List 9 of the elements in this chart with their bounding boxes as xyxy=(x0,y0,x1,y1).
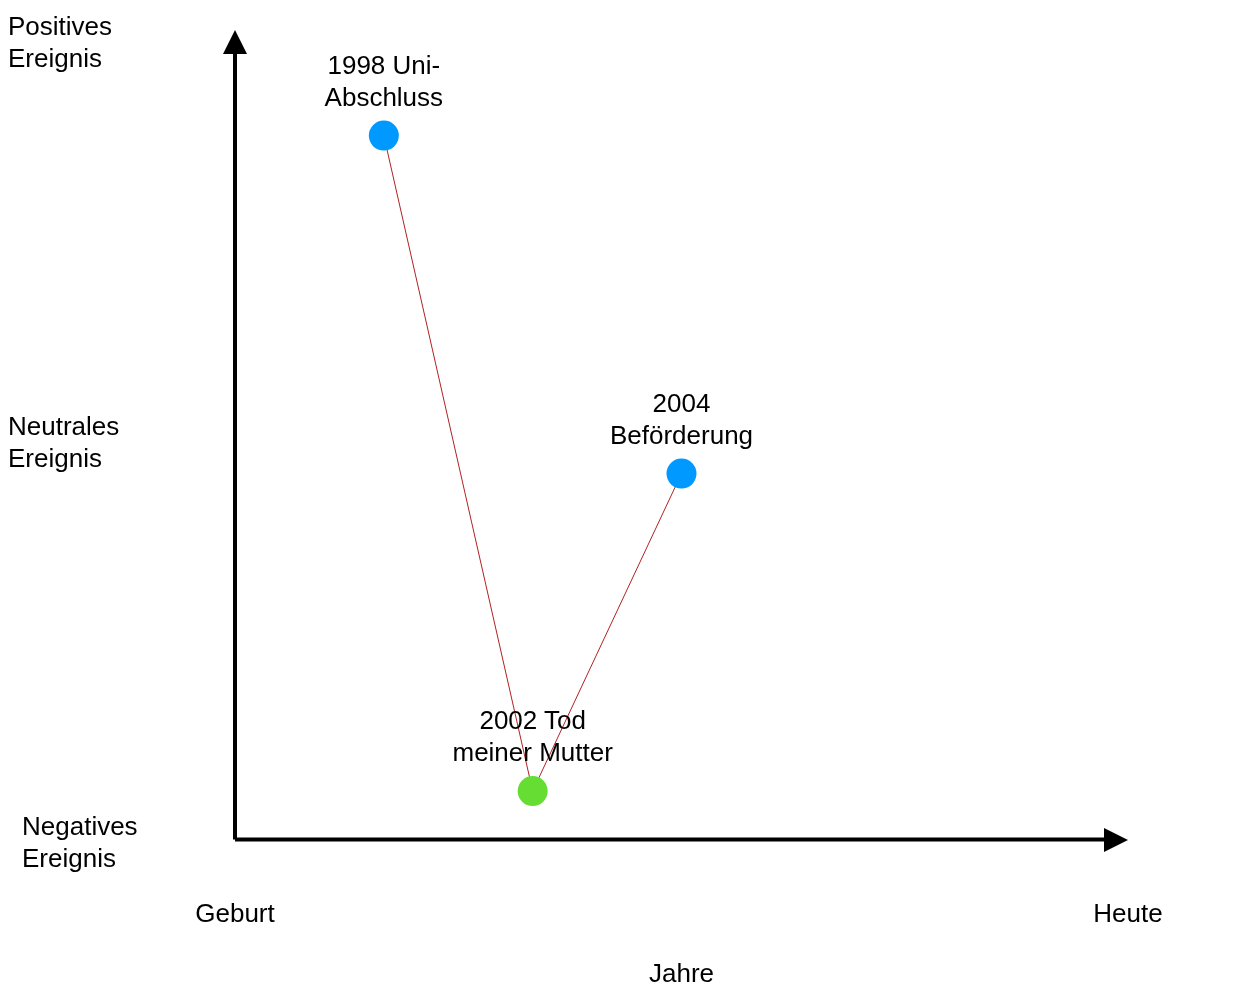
x-axis-title: Jahre xyxy=(648,957,715,988)
annotation: 1998 Uni- Abschluss xyxy=(324,49,444,112)
text: Negatives Ereignis xyxy=(22,811,138,873)
text: Neutrales Ereignis xyxy=(8,411,120,473)
x-tick-label: Geburt xyxy=(195,898,276,929)
annotation: 2004 Beförderung xyxy=(609,387,754,450)
x-tick-label: Heute xyxy=(1093,898,1163,929)
text: Positives Ereignis xyxy=(8,11,113,73)
annotation: 2002 Tod meiner Mutter xyxy=(452,705,614,768)
